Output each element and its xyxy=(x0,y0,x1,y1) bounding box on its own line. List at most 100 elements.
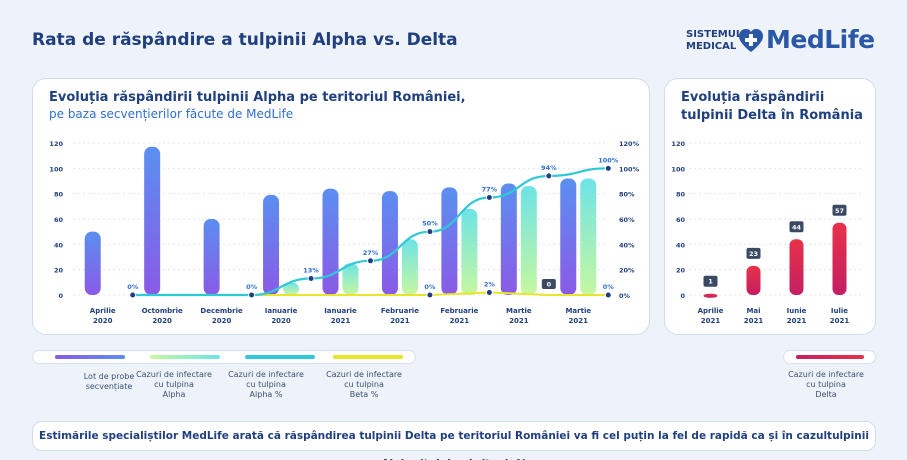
bar-alpha xyxy=(580,178,597,295)
bar-probe xyxy=(84,231,101,295)
legend-swatch-probe xyxy=(55,355,125,359)
bar-probe xyxy=(441,187,458,295)
alpha-pct-label: 94% xyxy=(541,164,557,172)
x-tick-label-month: Ianuarie xyxy=(265,307,298,315)
alpha-chart: 0 0% 20 20% 40 40% 60 60% 80 80% 100 100% 120 120% Apr… xyxy=(49,140,640,325)
x-tick-label-year: 2020 xyxy=(271,317,291,325)
delta-value-label: 23 xyxy=(749,250,758,258)
x-tick-label-month: Februarie xyxy=(440,307,478,315)
alpha-pct-label: 27% xyxy=(363,249,379,257)
y-tick-label: 40 xyxy=(676,241,686,249)
legend-swatch-beta-pct xyxy=(333,355,403,359)
bar-delta xyxy=(789,239,804,295)
x-tick-label-year: 2020 xyxy=(93,317,113,325)
medlife-logo: SISTEMUL MEDICAL MedLife xyxy=(686,24,882,58)
x-tick-label-year: 2021 xyxy=(830,317,850,325)
legend-beta-pct: Cazuri de infectare cu tulpina Beta % xyxy=(326,370,402,399)
delta-value-label: 44 xyxy=(792,223,802,231)
alpha-legend-bar xyxy=(32,350,416,364)
legend-delta: Cazuri de infectare cu tulpina Delta xyxy=(788,370,864,399)
delta-value-label: 1 xyxy=(708,278,713,286)
beta-pct-label: 0% xyxy=(424,283,436,291)
x-tick-label-year: 2021 xyxy=(509,317,529,325)
logo-line-1: SISTEMUL xyxy=(686,29,743,40)
bar-delta xyxy=(746,265,761,295)
delta-label-box xyxy=(746,247,761,259)
bar-probe xyxy=(203,219,220,295)
y2-tick-label: 40% xyxy=(619,241,635,249)
alpha-pct-label: 77% xyxy=(482,185,498,193)
y2-tick-label: 80% xyxy=(619,191,635,199)
y-tick-label: 40 xyxy=(54,241,64,249)
alpha-pct-line xyxy=(132,167,609,297)
alpha-pct-point xyxy=(367,257,374,265)
page-title: Rata de răspândire a tulpinii Alpha vs. … xyxy=(32,30,458,50)
beta-pct-label: 0% xyxy=(603,283,615,291)
x-tick-label-month: Decembrie xyxy=(200,307,243,315)
footer-note: Estimările specialiștilor MedLife arată … xyxy=(32,421,876,460)
y-tick-label: 60 xyxy=(54,216,64,224)
y-tick-label: 60 xyxy=(676,216,686,224)
bar-probe xyxy=(560,178,577,295)
bar-alpha xyxy=(342,263,359,295)
x-tick-label-year: 2021 xyxy=(787,317,807,325)
y2-tick-label: 20% xyxy=(619,267,635,275)
x-tick-label-month: Iunie xyxy=(787,307,807,315)
y2-tick-label: 120% xyxy=(619,140,640,148)
alpha-pct-point xyxy=(129,291,137,299)
delta-chart-panel: Evoluția răspândirii tulpinii Delta în R… xyxy=(664,78,876,335)
y-tick-label: 20 xyxy=(676,267,686,275)
x-tick-label-month: Ianuarie xyxy=(324,307,357,315)
x-tick-label-month: Iulie xyxy=(831,307,848,315)
x-tick-label-year: 2020 xyxy=(212,317,232,325)
x-tick-label-year: 2020 xyxy=(152,317,172,325)
y-tick-label: 80 xyxy=(676,191,686,199)
beta-pct-label: 2% xyxy=(484,280,496,288)
x-tick-label-year: 2021 xyxy=(569,317,589,325)
x-tick-label-year: 2021 xyxy=(390,317,410,325)
y-tick-label: 120 xyxy=(49,140,63,148)
heart-cross-icon xyxy=(739,29,763,52)
legend-swatch-alpha-pct xyxy=(245,355,315,359)
alpha-chart-panel: Evoluția răspândirii tulpinii Alpha pe t… xyxy=(32,78,650,335)
alpha-pct-point xyxy=(307,275,315,283)
bar-alpha xyxy=(461,208,478,295)
x-tick-label-month: Martie xyxy=(565,307,591,315)
beta-pct-point xyxy=(426,291,434,299)
beta-pct-label: 0 xyxy=(547,281,552,289)
bar-alpha xyxy=(283,282,300,295)
y-tick-label: 80 xyxy=(54,191,64,199)
delta-legend-bar xyxy=(783,350,876,364)
y-tick-label: 0 xyxy=(58,292,63,300)
alpha-chart-subtitle: pe baza secvențierilor făcute de MedLife xyxy=(49,107,294,121)
delta-value-label: 57 xyxy=(835,207,844,215)
alpha-pct-point xyxy=(248,291,256,299)
y-tick-label: 0 xyxy=(680,292,685,300)
bar-probe xyxy=(263,194,280,295)
delta-label-box xyxy=(703,275,718,287)
bar-alpha xyxy=(401,239,418,295)
x-tick-label-month: Martie xyxy=(506,307,532,315)
y2-tick-label: 100% xyxy=(619,165,640,173)
legend-probe: Lot de probe secvențiate xyxy=(83,372,135,391)
x-tick-label-month: Aprilie xyxy=(90,307,116,315)
x-tick-label-month: Februarie xyxy=(381,307,419,315)
x-tick-label-year: 2021 xyxy=(701,317,721,325)
bar-probe xyxy=(500,183,517,295)
logo-line-2: MEDICAL xyxy=(686,41,737,52)
beta-label-box xyxy=(541,279,556,289)
x-tick-label-month: Aprilie xyxy=(698,307,724,315)
beta-pct-point xyxy=(485,288,493,296)
alpha-pct-point xyxy=(604,164,612,172)
bar-alpha xyxy=(520,186,537,295)
alpha-pct-label: 13% xyxy=(303,267,319,275)
alpha-pct-point xyxy=(426,228,434,236)
x-tick-label-year: 2021 xyxy=(331,317,351,325)
x-tick-label-year: 2021 xyxy=(744,317,764,325)
bar-probe xyxy=(144,146,161,295)
alpha-pct-point xyxy=(485,193,493,201)
alpha-pct-label: 50% xyxy=(422,220,438,228)
bar-probe xyxy=(381,191,398,295)
bar-probe xyxy=(322,188,339,295)
alpha-chart-title: Evoluția răspândirii tulpinii Alpha pe t… xyxy=(49,90,466,105)
